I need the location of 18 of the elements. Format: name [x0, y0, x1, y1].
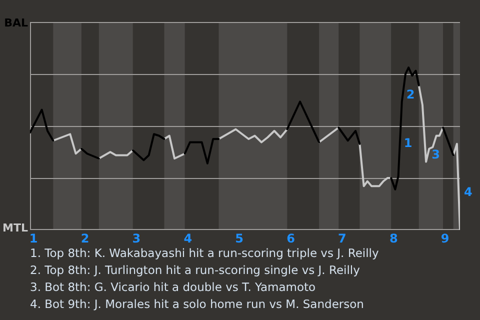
x-tick-label: 6 [286, 231, 295, 246]
annotation: 1 [404, 136, 412, 150]
x-tick-label: 9 [440, 231, 450, 246]
text: 2. Top 8th: J. Turlington hit a run-scoring single vs J. Reilly [30, 262, 361, 279]
x-tick-label: 7 [338, 231, 346, 246]
x-tick-label: 5 [235, 231, 244, 246]
annotation: 4 [464, 184, 472, 199]
x-tick-label: 4 [184, 231, 192, 246]
annotation: 2 [406, 87, 415, 102]
text: MTL [2, 221, 28, 234]
x-tick-label: 1 [29, 231, 38, 246]
x-tick-label: 8 [389, 231, 398, 246]
text: 4. Bot 9th: J. Morales hit a solo home run vs M. Sanderson [30, 296, 365, 313]
x-tick-label: 2 [80, 231, 90, 246]
text: 1. Top 8th: K. Wakabayashi hit a run-scoring triple vs J. Reilly [30, 245, 379, 262]
text: 3. Bot 8th: G. Vicario hit a double vs T. Yamamoto [30, 279, 317, 296]
x-tick-label: 3 [132, 231, 141, 246]
annotation: 3 [432, 147, 440, 162]
